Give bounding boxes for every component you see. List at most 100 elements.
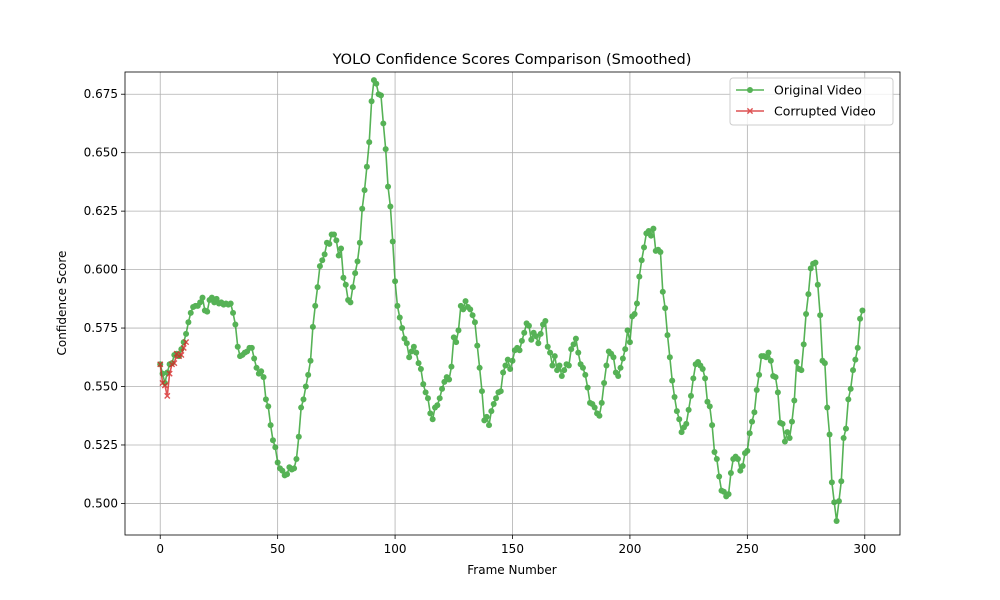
data-point <box>380 120 387 127</box>
data-point <box>183 330 190 337</box>
y-tick-label: 0.550 <box>84 380 118 394</box>
data-point <box>753 387 760 394</box>
data-point <box>746 430 753 437</box>
data-point <box>309 323 316 330</box>
data-point <box>544 343 551 350</box>
data-point <box>824 404 831 411</box>
data-point <box>793 358 800 365</box>
data-point <box>415 360 422 367</box>
data-point <box>312 302 319 309</box>
data-point <box>636 273 643 280</box>
data-point <box>269 437 276 444</box>
x-tick-label: 50 <box>270 542 285 556</box>
data-point <box>626 339 633 346</box>
data-point <box>422 389 429 396</box>
data-point <box>208 294 215 301</box>
x-tick-label: 150 <box>501 542 524 556</box>
data-point <box>648 232 655 239</box>
data-point <box>316 263 323 270</box>
data-point <box>570 341 577 348</box>
data-point <box>389 238 396 245</box>
data-point <box>835 498 842 505</box>
data-point <box>828 479 835 486</box>
data-point <box>300 396 307 403</box>
data-point <box>852 356 859 363</box>
data-point <box>293 456 300 462</box>
data-point <box>842 425 849 432</box>
y-axis-label: Confidence Score <box>55 251 69 356</box>
data-point <box>462 298 469 305</box>
data-point <box>394 302 401 309</box>
data-point <box>424 395 431 402</box>
data-point <box>279 467 286 474</box>
legend-label: Corrupted Video <box>774 104 876 119</box>
data-point <box>486 422 493 429</box>
data-point <box>798 367 805 374</box>
data-point <box>734 456 741 462</box>
legend: Original Video Corrupted Video <box>729 77 894 126</box>
data-point <box>859 307 866 314</box>
data-point <box>673 408 680 415</box>
data-point <box>565 362 572 369</box>
axes: 0 50 100 150 200 250 300 0.500 0.525 0.550 0.575 0.… <box>84 71 901 556</box>
data-point <box>833 517 840 524</box>
data-point <box>385 183 392 190</box>
data-point <box>333 237 340 244</box>
data-point <box>591 404 598 411</box>
data-point <box>821 360 828 367</box>
data-point <box>744 447 751 454</box>
data-point <box>763 354 770 361</box>
data-point <box>171 360 178 367</box>
data-point <box>406 354 413 361</box>
data-point <box>356 239 363 246</box>
data-point <box>187 309 194 316</box>
data-point <box>662 305 669 312</box>
data-point <box>831 499 838 506</box>
data-point <box>429 416 436 423</box>
data-point <box>817 312 824 319</box>
x-tick-label: 100 <box>384 542 407 556</box>
data-point <box>558 372 565 379</box>
data-point <box>392 278 399 285</box>
data-point <box>436 395 443 402</box>
data-point <box>399 325 406 332</box>
data-point <box>410 343 417 350</box>
data-point <box>319 257 326 264</box>
data-point <box>363 163 370 170</box>
data-point <box>504 356 511 363</box>
data-point <box>615 372 622 379</box>
data-point <box>664 332 671 339</box>
data-point <box>857 315 864 322</box>
data-point <box>490 401 497 408</box>
data-point <box>572 335 579 342</box>
data-point <box>582 371 589 378</box>
data-point <box>725 491 732 498</box>
data-point <box>230 309 237 316</box>
data-point <box>556 362 563 369</box>
data-point <box>413 349 420 356</box>
data-point <box>260 374 267 381</box>
data-point <box>845 396 852 403</box>
data-point <box>396 314 403 321</box>
data-point <box>702 375 709 382</box>
data-point <box>248 344 255 351</box>
data-point <box>525 322 532 329</box>
data-point <box>716 473 723 480</box>
legend-box <box>729 77 894 126</box>
x-tick-label: 0 <box>156 542 164 556</box>
data-point <box>765 349 772 356</box>
data-point <box>598 399 605 406</box>
series-original-video <box>157 77 866 524</box>
data-point <box>685 406 692 413</box>
data-point <box>377 92 384 99</box>
data-point <box>267 422 274 429</box>
data-point <box>321 251 328 258</box>
data-point <box>659 288 666 295</box>
data-point <box>178 351 185 359</box>
y-tick-label: 0.600 <box>84 263 118 277</box>
data-point <box>749 418 756 425</box>
data-point <box>439 385 446 392</box>
data-point <box>453 339 460 346</box>
data-point <box>528 336 535 343</box>
data-point <box>699 365 706 372</box>
